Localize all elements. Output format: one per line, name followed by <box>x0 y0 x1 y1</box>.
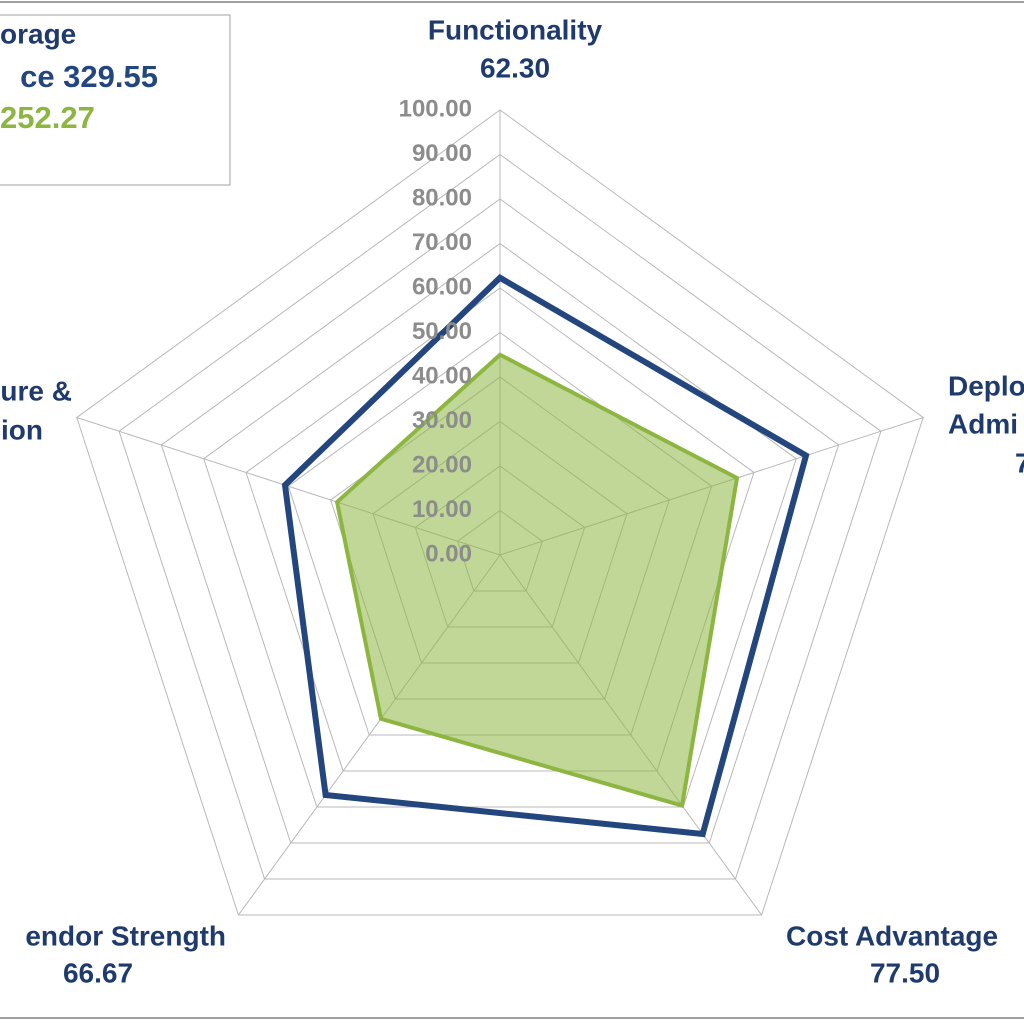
category-label: ion <box>1 414 43 445</box>
legend-box <box>0 14 231 186</box>
legend-entry: 252.27 <box>0 100 95 135</box>
tick-label: 100.00 <box>399 95 472 122</box>
tick-label: 90.00 <box>412 140 472 167</box>
category-label: Deplo <box>948 370 1024 401</box>
tick-label: 0.00 <box>425 540 472 567</box>
category-label: Cost Advantage <box>786 920 998 951</box>
grid-ring <box>76 109 924 916</box>
tick-label: 50.00 <box>412 318 472 345</box>
value-label: 62.30 <box>480 52 550 83</box>
value-label: 77.50 <box>870 957 940 988</box>
value-label: 66.67 <box>63 957 133 988</box>
grid-ring <box>245 287 755 772</box>
grid-ring <box>118 153 882 880</box>
category-label: Functionality <box>428 14 603 45</box>
tick-label: 70.00 <box>412 229 472 256</box>
tick-label: 40.00 <box>412 362 472 389</box>
series-shape <box>334 352 740 809</box>
category-label: ure & <box>0 375 72 406</box>
category-label: endor Strength <box>25 920 226 951</box>
category-label: Admi <box>948 408 1018 439</box>
tick-label: 60.00 <box>412 273 472 300</box>
tick-label: 10.00 <box>412 496 472 523</box>
grid-ring <box>160 198 840 844</box>
tick-label: 20.00 <box>412 451 472 478</box>
tick-label: 80.00 <box>412 184 472 211</box>
legend-entry: ce 329.55 <box>20 59 158 94</box>
series-shape <box>281 274 810 838</box>
category-label: 7 <box>1015 447 1024 478</box>
tick-label: 30.00 <box>412 407 472 434</box>
legend-title: orage <box>0 18 76 49</box>
